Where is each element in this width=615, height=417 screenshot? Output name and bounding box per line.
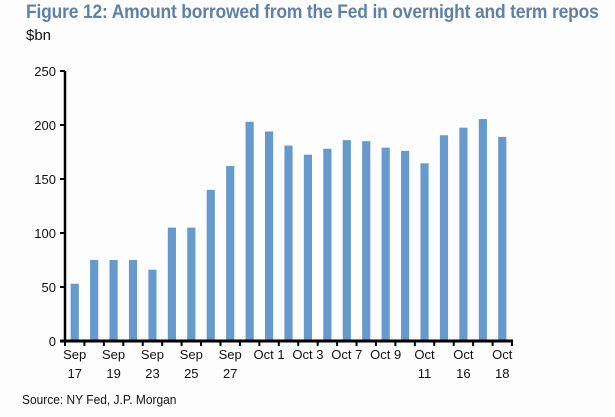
x-tick-label: Sep (141, 347, 164, 362)
bar (498, 136, 507, 341)
bar (187, 227, 196, 341)
bar (362, 141, 371, 341)
x-tick-label: Oct 1 (254, 347, 285, 362)
y-tick-label: 200 (34, 118, 56, 133)
bar (109, 260, 118, 341)
chart-title: Figure 12: Amount borrowed from the Fed … (26, 2, 599, 23)
y-tick-label: 0 (49, 334, 56, 349)
x-tick-label: Sep (63, 347, 86, 362)
bars-group (70, 119, 507, 341)
x-axis: Sep 17 Sep 19 Sep 23 Sep 25 Sep 27 Oct 1 Oct 3 Oct 7… (60, 339, 513, 381)
bar (284, 145, 293, 341)
x-tick-label: 17 (67, 366, 81, 381)
bar (478, 119, 487, 341)
x-tick-label: 25 (184, 366, 198, 381)
bar (381, 147, 390, 341)
x-tick-label: 19 (106, 366, 120, 381)
bar (167, 227, 176, 341)
bar (206, 189, 215, 341)
bar (420, 163, 429, 341)
bar (90, 260, 99, 341)
x-tick-label: Oct 3 (292, 347, 323, 362)
x-tick-label: Oct 9 (370, 347, 401, 362)
x-tick-label: Sep (180, 347, 203, 362)
x-tick-label: Sep (102, 347, 125, 362)
bar (148, 269, 157, 341)
bar (323, 148, 332, 341)
bar (70, 283, 79, 341)
source-note: Source: NY Fed, J.P. Morgan (22, 392, 177, 407)
bar (226, 166, 235, 341)
bar (459, 127, 468, 341)
x-tick-label: Oct (414, 347, 435, 362)
x-tick-label: Oct (453, 347, 474, 362)
y-axis: 0 50 100 150 200 250 (34, 64, 67, 349)
y-tick-label: 150 (34, 172, 56, 187)
bar (245, 121, 254, 341)
bar (303, 154, 313, 341)
bar (128, 260, 138, 341)
x-tick-label: Oct (492, 347, 513, 362)
x-tick-label: Sep (219, 347, 242, 362)
x-tick-label: 16 (456, 366, 470, 381)
bar (401, 150, 410, 341)
x-tick-label: 23 (145, 366, 159, 381)
y-axis-unit-label: $bn (26, 27, 52, 44)
bar (342, 140, 351, 341)
x-tick-label: Oct 7 (331, 347, 362, 362)
bar (439, 135, 449, 341)
x-tick-label: 11 (418, 366, 432, 381)
x-tick-label: 18 (495, 366, 509, 381)
y-tick-label: 250 (34, 64, 56, 79)
y-tick-label: 100 (34, 226, 56, 241)
bar (264, 131, 274, 341)
y-tick-label: 50 (42, 280, 56, 295)
x-tick-label: 27 (223, 366, 237, 381)
